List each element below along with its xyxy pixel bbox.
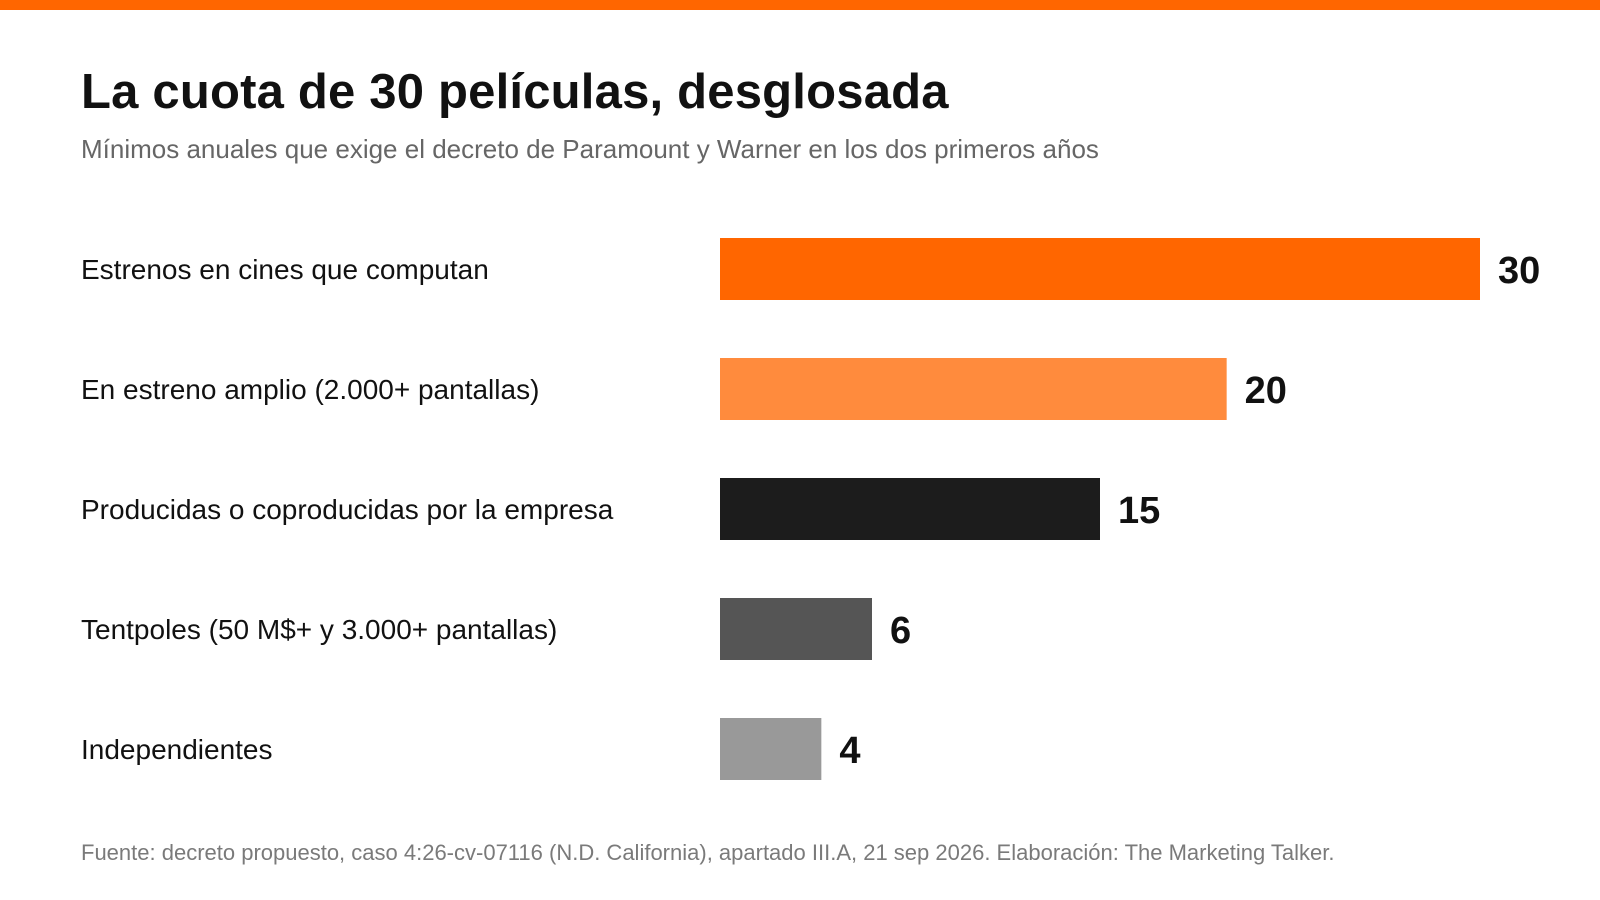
value-label: 15 [1118, 490, 1160, 532]
bar [720, 718, 822, 780]
bar [720, 478, 1100, 540]
category-label: Independientes [81, 734, 273, 765]
chart-title: La cuota de 30 películas, desglosada [81, 65, 949, 119]
category-label: Tentpoles (50 M$+ y 3.000+ pantallas) [81, 614, 557, 645]
category-label: Estrenos en cines que computan [81, 254, 489, 285]
source-note: Fuente: decreto propuesto, caso 4:26-cv-… [81, 840, 1335, 865]
bar [720, 358, 1227, 420]
bar [720, 598, 872, 660]
chart-subtitle: Mínimos anuales que exige el decreto de … [81, 134, 1099, 164]
top-accent-bar [0, 0, 1600, 10]
value-label: 20 [1245, 370, 1287, 412]
bar [720, 238, 1480, 300]
value-label: 30 [1498, 250, 1540, 292]
category-label: Producidas o coproducidas por la empresa [81, 494, 614, 525]
value-label: 6 [890, 610, 911, 652]
value-label: 4 [839, 730, 860, 772]
category-label: En estreno amplio (2.000+ pantallas) [81, 374, 539, 405]
